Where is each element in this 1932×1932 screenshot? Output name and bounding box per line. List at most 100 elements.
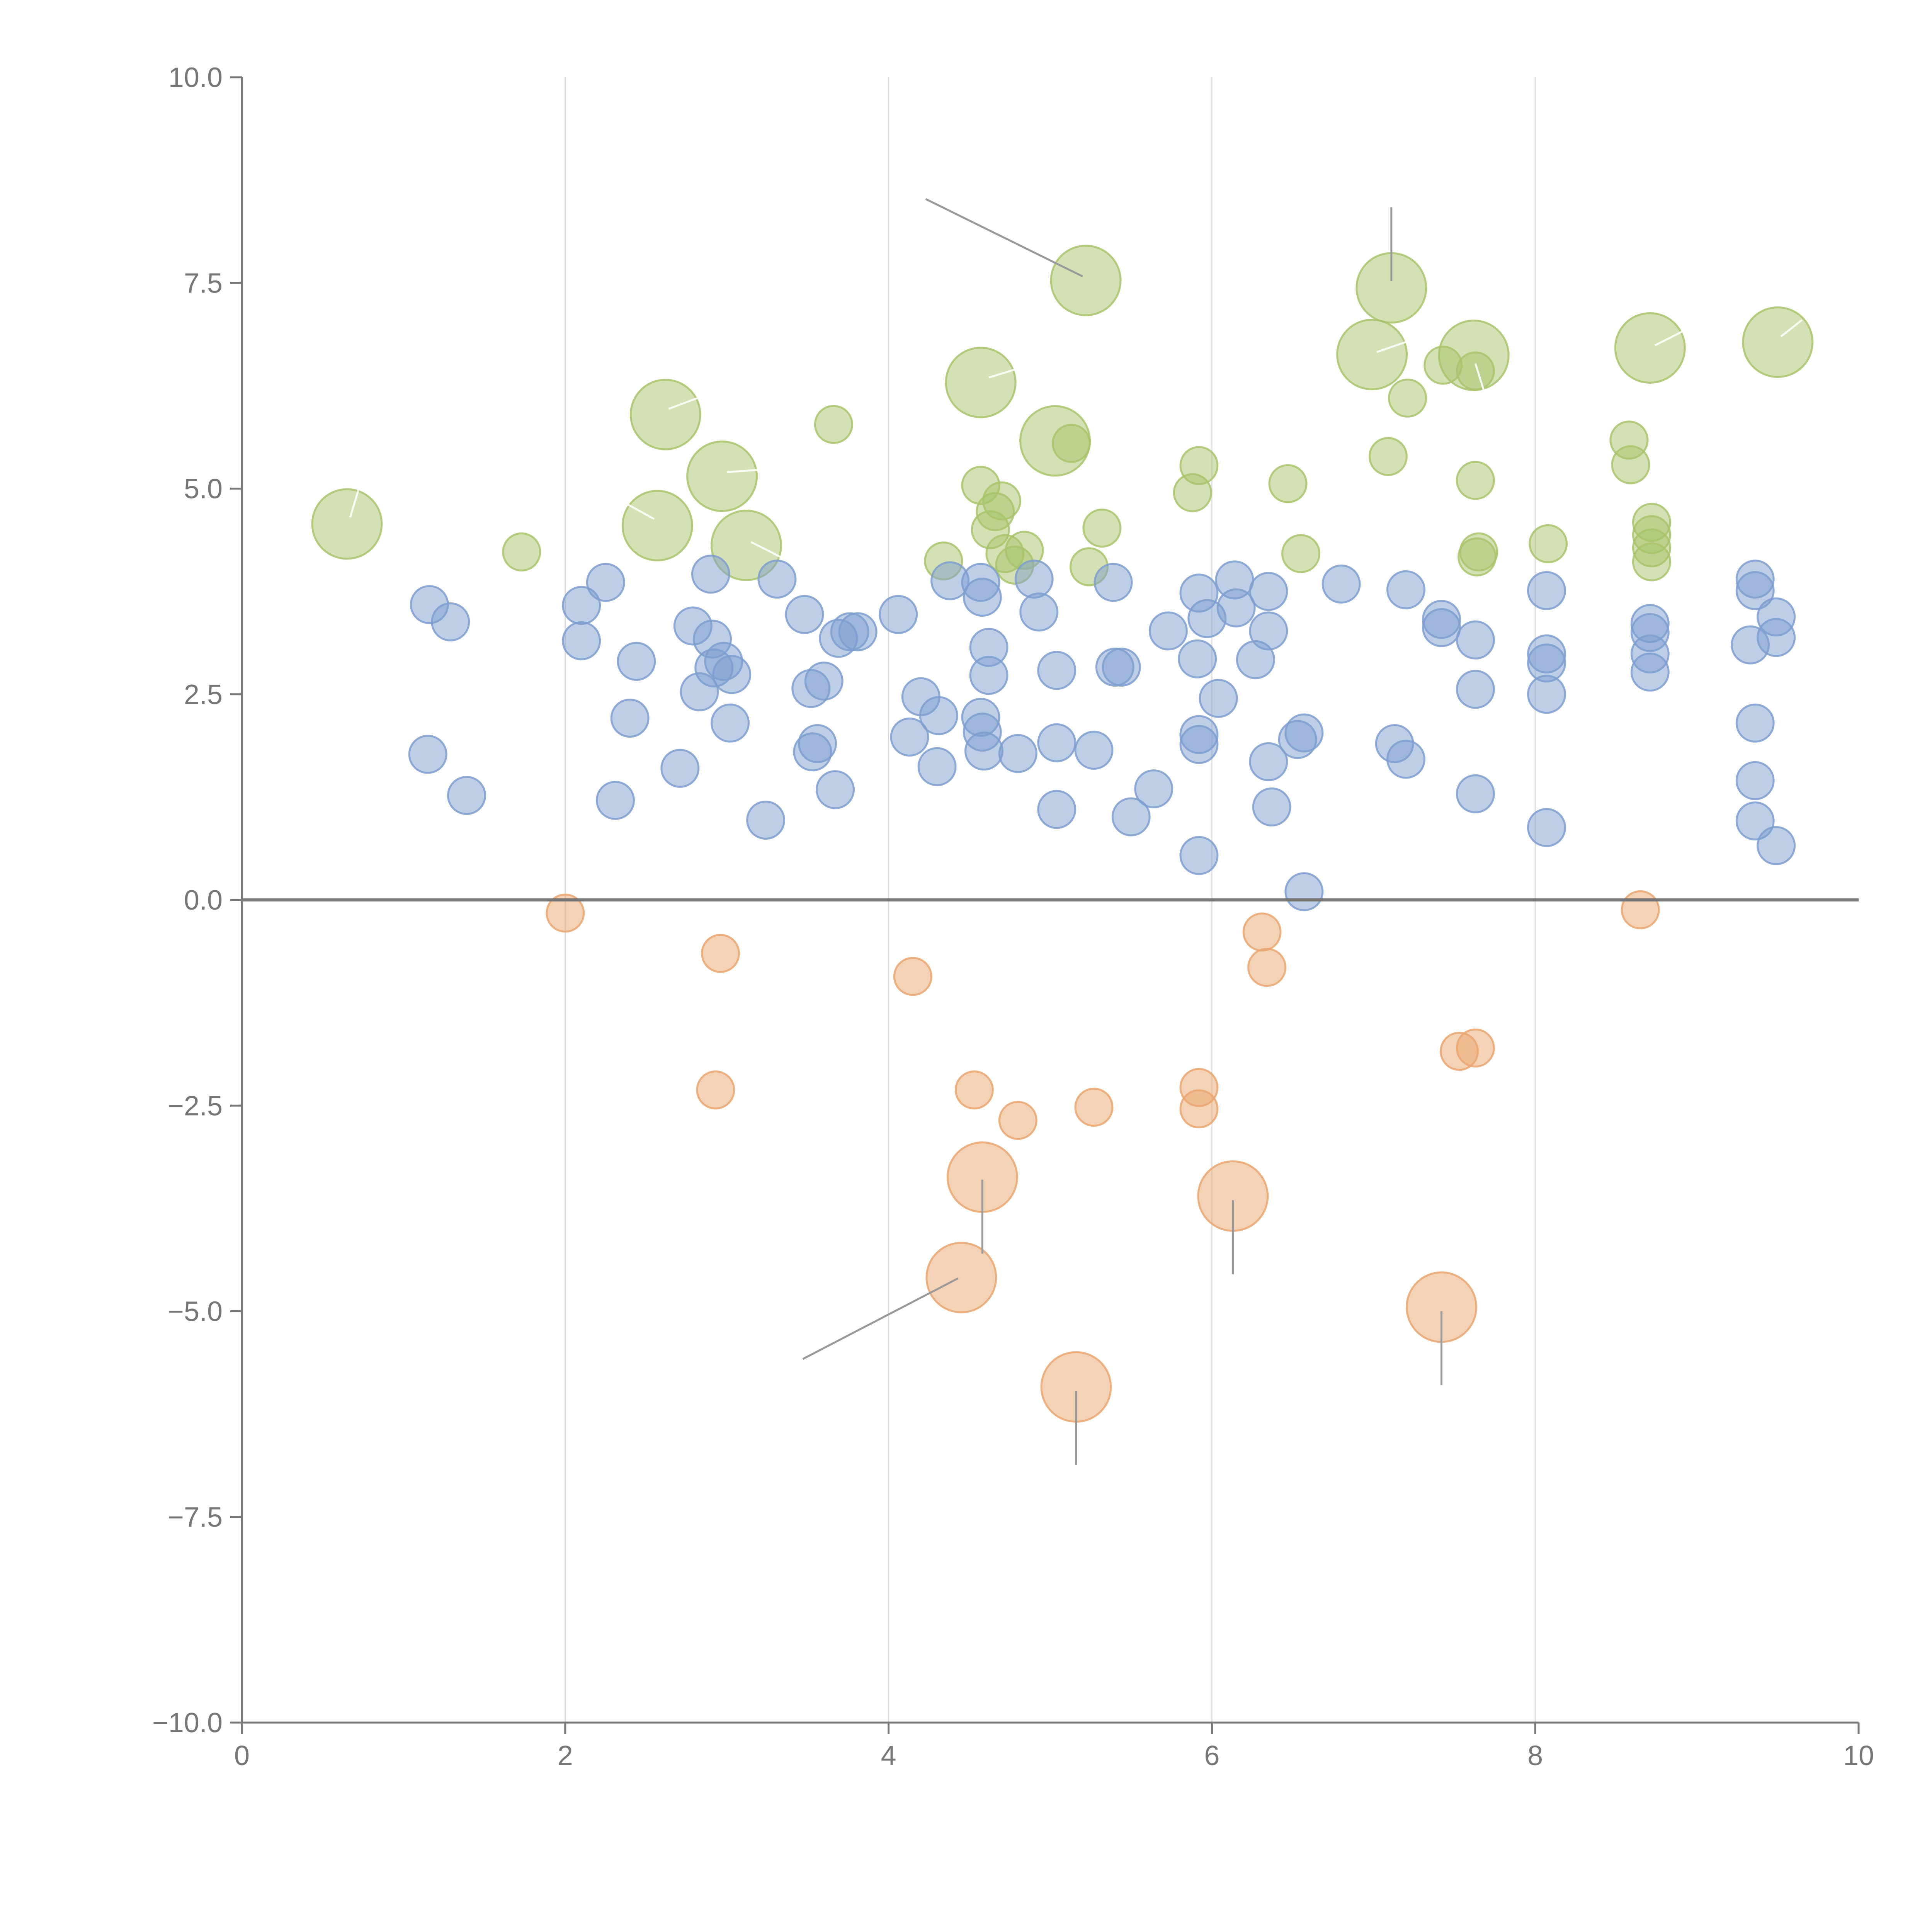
annotation-leader-line: [1475, 363, 1491, 411]
x-tick-label: 8: [1527, 1740, 1543, 1771]
data-point-blue: [1249, 742, 1288, 781]
data-point-blue: [964, 731, 1003, 771]
data-point-blue: [1134, 769, 1173, 809]
data-point-green: [621, 490, 693, 561]
data-point-blue: [1252, 787, 1291, 827]
data-point-blue: [1321, 564, 1361, 604]
data-point-blue: [610, 698, 650, 738]
data-point-green: [1459, 532, 1498, 571]
data-point-blue: [1037, 651, 1077, 690]
data-point-green: [1268, 464, 1308, 503]
data-point-blue: [1249, 572, 1288, 611]
data-point-green: [311, 488, 383, 560]
annotation-leader-line: [1780, 319, 1803, 337]
data-point-blue: [617, 642, 656, 681]
data-point-orange: [1247, 948, 1287, 987]
annotation-leader-line: [349, 490, 359, 518]
data-point-blue: [1111, 797, 1151, 837]
data-point-blue: [746, 800, 786, 840]
data-point-orange: [696, 1070, 735, 1110]
data-point-green: [1456, 351, 1495, 391]
y-tick-label: −7.5: [168, 1502, 223, 1533]
annotation-leader-line: [727, 467, 784, 473]
y-tick-label: 0.0: [184, 885, 223, 916]
annotation-leader-line: [988, 360, 1043, 379]
data-point-green: [1082, 509, 1122, 548]
annotation-leader-line: [1376, 335, 1423, 353]
data-point-green: [1388, 378, 1427, 418]
data-point-blue: [1179, 725, 1219, 764]
data-point-green: [502, 532, 541, 571]
data-point-blue: [1456, 620, 1495, 660]
x-tick-label: 2: [558, 1740, 573, 1771]
data-point-blue: [1735, 703, 1775, 743]
data-point-blue: [1630, 652, 1670, 692]
x-tick-label: 4: [881, 1740, 896, 1771]
y-tick-label: 5.0: [184, 474, 223, 505]
data-point-blue: [1386, 740, 1425, 779]
data-point-orange: [925, 1242, 997, 1313]
data-point-blue: [917, 747, 957, 786]
data-point-orange: [1621, 890, 1660, 930]
data-point-blue: [1527, 808, 1566, 847]
data-point-orange: [1456, 1028, 1495, 1068]
data-point-blue: [408, 735, 447, 774]
data-point-blue: [1178, 639, 1217, 679]
y-tick-label: −5.0: [168, 1296, 223, 1327]
data-point-blue: [879, 595, 918, 634]
data-point-blue: [1199, 679, 1238, 718]
data-point-blue: [798, 724, 837, 763]
data-points: [311, 245, 1814, 1423]
data-point-blue: [1527, 571, 1566, 610]
data-point-orange: [1179, 1089, 1219, 1129]
data-point-green: [1742, 306, 1814, 378]
data-point-blue: [890, 717, 929, 757]
data-point-blue: [1456, 774, 1495, 813]
data-point-blue: [816, 770, 855, 810]
data-point-blue: [660, 748, 700, 788]
data-point-blue: [1037, 723, 1077, 762]
data-point-blue: [1019, 592, 1059, 632]
data-point-blue: [596, 781, 635, 820]
data-point-green: [1456, 461, 1495, 500]
x-tick-label: 0: [234, 1740, 250, 1771]
data-point-blue: [1284, 872, 1324, 912]
y-tick-label: 2.5: [184, 679, 223, 710]
data-point-green: [1368, 437, 1408, 476]
data-point-blue: [804, 662, 844, 701]
data-point-green: [1281, 534, 1321, 573]
data-point-blue: [562, 621, 601, 660]
data-point-orange: [893, 957, 932, 996]
data-point-green: [814, 405, 853, 444]
data-point-blue: [963, 578, 1002, 617]
data-point-blue: [447, 776, 486, 815]
data-point-blue: [712, 655, 752, 694]
y-tick-label: −2.5: [168, 1090, 223, 1121]
annotation-leader-lines: [349, 198, 1803, 1465]
data-point-blue: [1094, 563, 1133, 602]
annotation-leader-line: [668, 392, 711, 410]
data-point-blue: [1735, 571, 1775, 610]
y-tick-label: −10.0: [152, 1708, 223, 1738]
axes: 10.0 7.5 5.0 2.5 0.0 −2.5 −5.0 −7.5 −10.0 0 2 4 6 8 10: [152, 62, 1874, 1771]
data-point-blue: [1386, 570, 1425, 609]
annotation-leader-line: [750, 541, 792, 564]
data-point-green: [1051, 423, 1091, 463]
data-point-green: [629, 379, 701, 451]
data-point-blue: [1422, 608, 1461, 647]
data-point-blue: [711, 703, 750, 743]
data-point-blue: [969, 628, 1009, 667]
data-point-blue: [1757, 618, 1796, 657]
data-point-blue: [1037, 790, 1077, 829]
x-tick-label: 10: [1843, 1740, 1874, 1771]
data-point-blue: [838, 612, 878, 651]
data-point-orange: [546, 893, 585, 933]
data-point-blue: [1148, 611, 1188, 651]
data-point-green: [710, 509, 782, 581]
data-point-orange: [998, 1101, 1037, 1140]
data-point-blue: [1456, 670, 1495, 709]
data-point-orange: [701, 934, 740, 973]
data-point-blue: [1074, 731, 1114, 770]
